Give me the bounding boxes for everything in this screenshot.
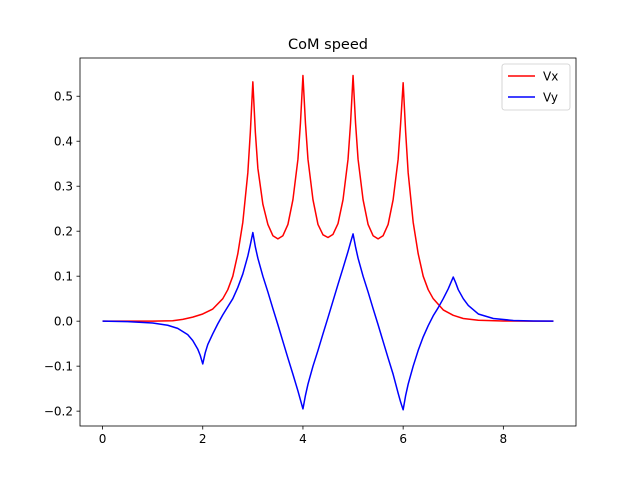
legend-label-vx: Vx [543, 69, 558, 83]
plot-lines [102, 74, 554, 411]
x-tick-label: 8 [500, 432, 508, 446]
y-tick-label: −0.2 [44, 404, 73, 418]
x-tick-label: 4 [299, 432, 307, 446]
x-tick-label: 6 [399, 432, 407, 446]
y-axis-ticks: −0.2 −0.1 0.0 0.1 0.2 0.3 0.4 0.5 [44, 90, 80, 418]
plot-frame [79, 57, 577, 427]
y-tick-label: 0.2 [54, 225, 73, 239]
y-tick-label: 0.3 [54, 180, 73, 194]
series-line-vy [102, 231, 554, 411]
chart-title: CoM speed [288, 37, 368, 53]
x-tick-label: 0 [99, 432, 107, 446]
legend: Vx Vy [501, 63, 571, 111]
legend-box [501, 63, 571, 111]
y-tick-label: 0.5 [54, 90, 73, 104]
y-tick-label: 0.1 [54, 269, 73, 283]
x-axis-ticks: 0 2 4 6 8 [99, 426, 507, 446]
legend-label-vy: Vy [543, 90, 558, 104]
y-tick-label: 0.0 [54, 314, 73, 328]
series-line-vx [102, 74, 554, 322]
y-tick-label: −0.1 [44, 359, 73, 373]
x-tick-label: 2 [199, 432, 207, 446]
y-tick-label: 0.4 [54, 135, 73, 149]
